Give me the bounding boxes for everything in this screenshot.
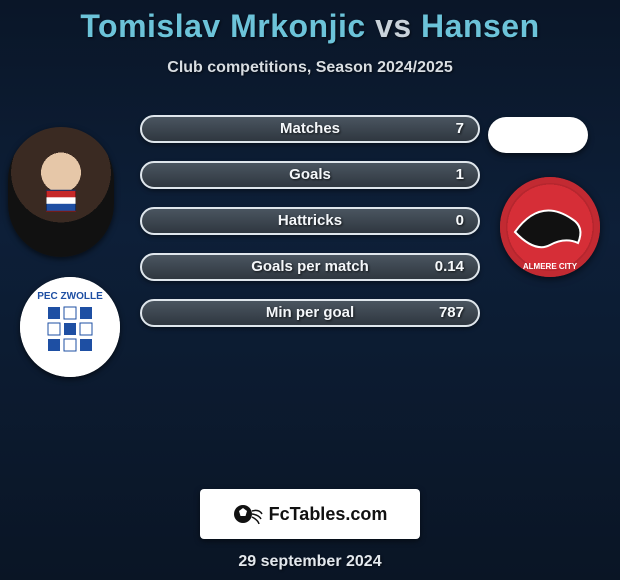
- player2-avatar: [488, 117, 588, 153]
- player1-club-badge: PEC ZWOLLE: [20, 277, 120, 377]
- player2-club-badge: ALMERE CITY: [500, 177, 600, 277]
- player1-name: Tomislav Mrkonjic: [80, 8, 365, 44]
- stat-bar-min-per-goal: Min per goal 787: [140, 299, 480, 327]
- stat-bars: Matches 7 Goals 1 Hattricks 0 Goals per …: [140, 115, 480, 345]
- stat-label: Min per goal: [142, 301, 478, 325]
- attribution-logo: FcTables.com: [233, 501, 388, 527]
- stat-label: Goals per match: [142, 255, 478, 279]
- stat-bar-goals-per-match: Goals per match 0.14: [140, 253, 480, 281]
- player2-name: Hansen: [421, 8, 540, 44]
- date-stamp: 29 september 2024: [0, 553, 620, 571]
- subtitle: Club competitions, Season 2024/2025: [0, 59, 620, 77]
- stat-value: 0.14: [435, 255, 464, 279]
- stat-value: 787: [439, 301, 464, 325]
- soccer-ball-icon: [233, 501, 263, 527]
- stat-bar-matches: Matches 7: [140, 115, 480, 143]
- stat-label: Hattricks: [142, 209, 478, 233]
- attribution-text: FcTables.com: [269, 504, 388, 525]
- stat-bar-hattricks: Hattricks 0: [140, 207, 480, 235]
- comparison-body: PEC ZWOLLE ALMERE CITY Matches 7: [0, 97, 620, 477]
- vs-text: vs: [375, 8, 412, 44]
- svg-text:ALMERE CITY: ALMERE CITY: [523, 262, 578, 271]
- stat-value: 7: [456, 117, 464, 141]
- stat-value: 1: [456, 163, 464, 187]
- stat-bar-goals: Goals 1: [140, 161, 480, 189]
- comparison-title: Tomislav Mrkonjic vs Hansen: [0, 0, 620, 45]
- stat-label: Goals: [142, 163, 478, 187]
- player1-avatar: [8, 127, 114, 257]
- stat-value: 0: [456, 209, 464, 233]
- stat-label: Matches: [142, 117, 478, 141]
- svg-text:PEC ZWOLLE: PEC ZWOLLE: [37, 291, 103, 302]
- attribution-badge: FcTables.com: [200, 489, 420, 539]
